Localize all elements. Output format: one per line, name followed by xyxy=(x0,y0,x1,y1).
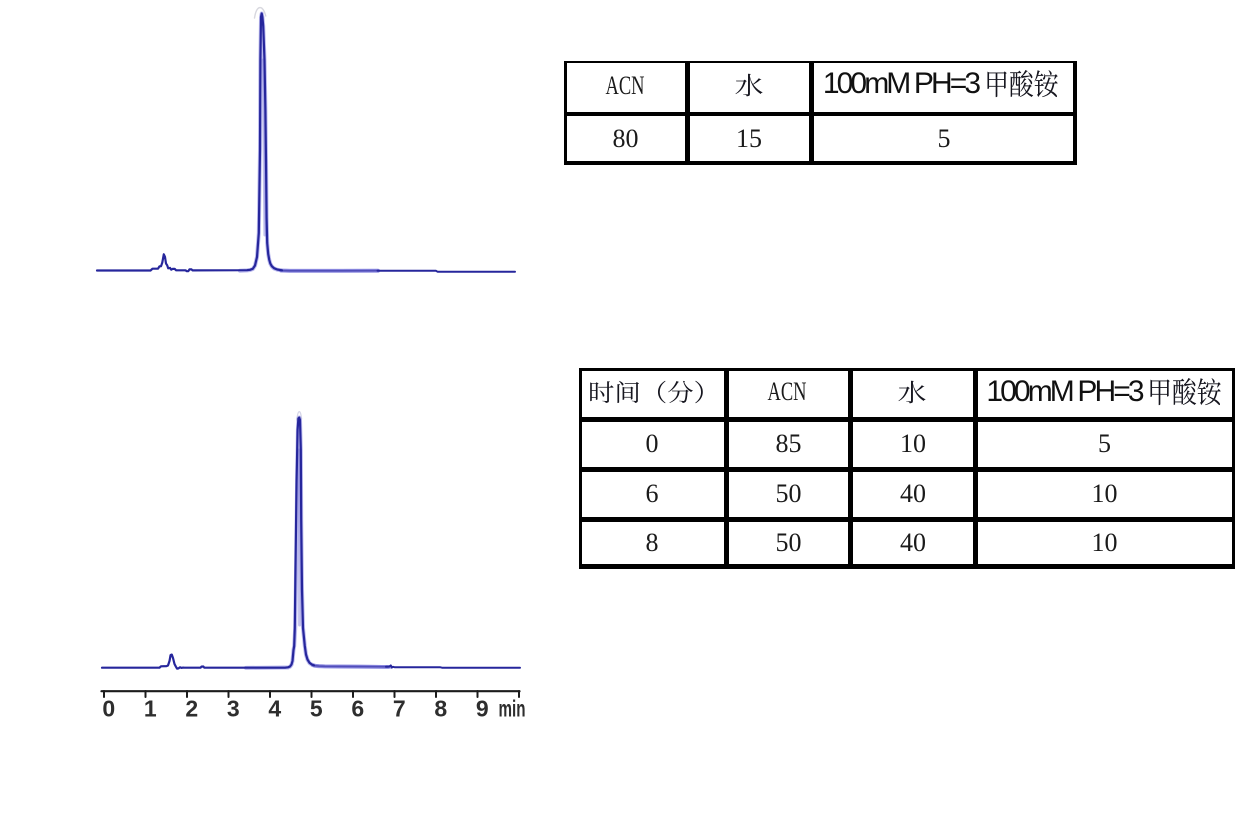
svg-text:4: 4 xyxy=(268,696,281,722)
svg-text:6: 6 xyxy=(351,696,364,722)
svg-text:1: 1 xyxy=(144,696,157,722)
svg-text:0: 0 xyxy=(102,696,115,722)
svg-text:5: 5 xyxy=(310,696,323,722)
svg-text:min: min xyxy=(499,696,526,722)
svg-text:8: 8 xyxy=(434,696,447,722)
svg-text:2: 2 xyxy=(185,696,198,722)
svg-text:9: 9 xyxy=(476,696,489,722)
svg-text:3: 3 xyxy=(227,696,240,722)
svg-text:7: 7 xyxy=(393,696,406,722)
